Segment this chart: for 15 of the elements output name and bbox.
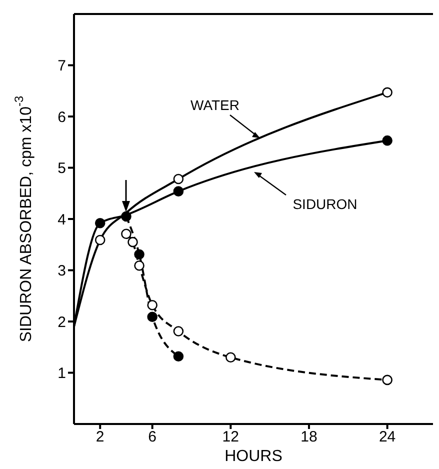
y-tick-label: 5	[58, 160, 66, 178]
annotation: SIDURON	[292, 196, 358, 212]
x-tick-label: 24	[378, 428, 396, 446]
y-tick-label: 6	[58, 108, 66, 126]
y-tick-label: 7	[58, 58, 66, 75]
x-tick-label: 6	[148, 428, 156, 446]
annotation: WATER	[190, 97, 240, 113]
x-tick-label: 18	[300, 428, 318, 446]
y-tick-label: 2	[58, 314, 66, 331]
x-axis-title: HOURS	[224, 448, 282, 465]
y-tick-label: 4	[58, 211, 66, 228]
x-tick-label: 12	[222, 428, 239, 446]
x-tick-label: 2	[96, 428, 104, 446]
y-tick-label: 1	[58, 365, 66, 382]
y-tick-label: 3	[58, 262, 66, 280]
